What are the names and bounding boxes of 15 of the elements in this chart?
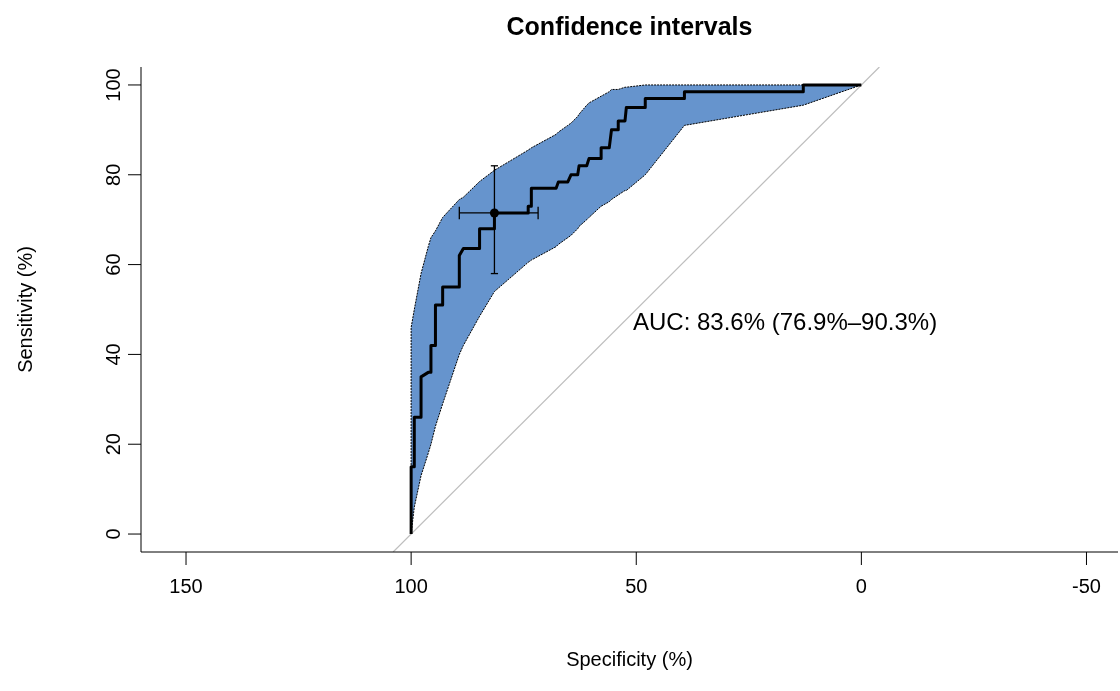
chart-title: Confidence intervals — [505, 12, 754, 41]
y-tick-label: 80 — [102, 163, 124, 186]
x-tick-label: 0 — [855, 575, 867, 598]
x-tick-label: 50 — [625, 575, 648, 598]
x-tick-label: -50 — [1072, 575, 1101, 598]
annotation: AUC: 83.6% (76.9%–90.3%) — [633, 308, 938, 336]
y-tick-label: 100 — [102, 68, 124, 102]
y-axis-title: Sensitivity (%) — [14, 246, 37, 373]
y-tick-label: 60 — [102, 253, 124, 276]
x-axis-title: Specificity (%) — [566, 648, 693, 671]
y-tick-label: 0 — [102, 528, 124, 540]
x-tick-label: 150 — [169, 575, 203, 598]
x-tick-label: 100 — [394, 575, 428, 598]
y-tick-label: 40 — [102, 343, 124, 366]
y-tick-label: 20 — [102, 433, 124, 456]
